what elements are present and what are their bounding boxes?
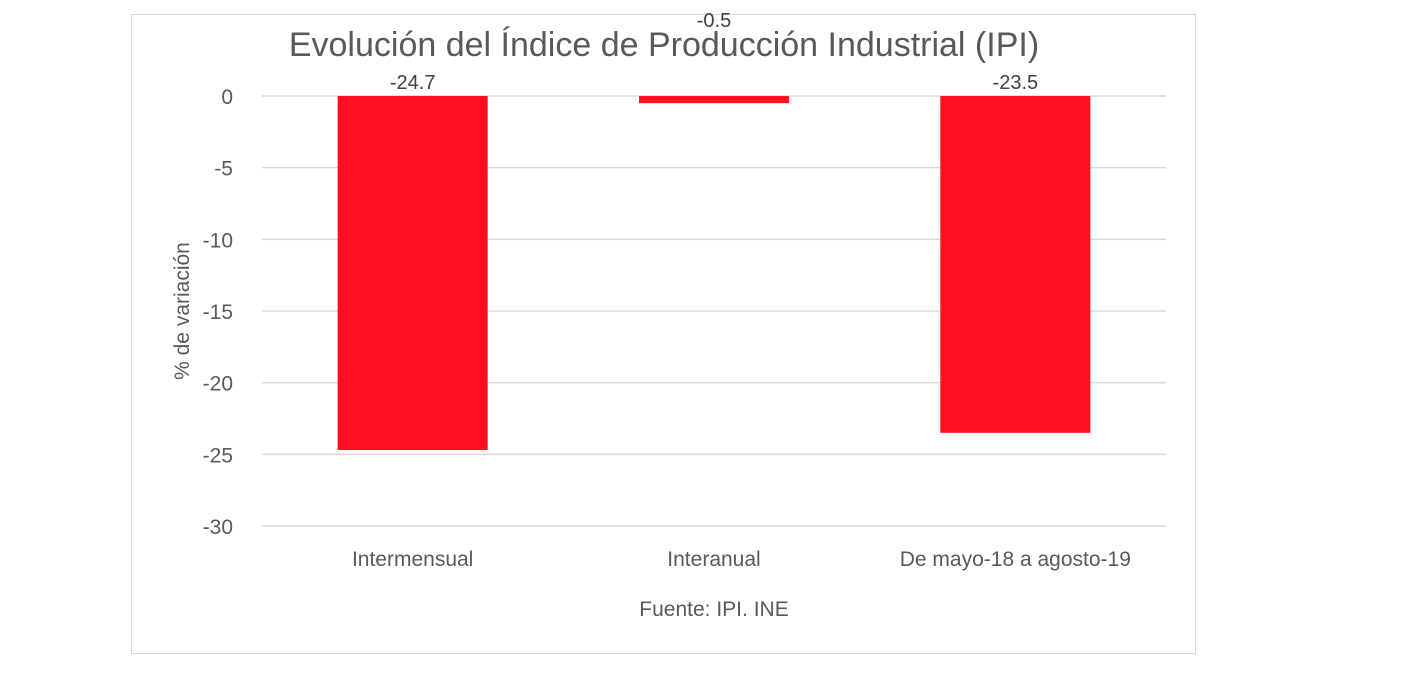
chart-frame [131, 14, 1196, 654]
data-label: -0.5 [697, 10, 731, 32]
category-label: De mayo-18 a agosto-19 [900, 548, 1131, 571]
y-tick-label: -15 [203, 301, 233, 324]
y-tick-label: 0 [221, 86, 233, 109]
bar [940, 96, 1091, 433]
x-axis-title: Fuente: IPI. INE [639, 598, 788, 621]
y-tick-label: -10 [203, 229, 233, 252]
bar [639, 96, 789, 104]
y-tick-label: -5 [214, 158, 233, 181]
bar [337, 96, 488, 451]
data-label: -23.5 [993, 72, 1039, 94]
y-axis-title: % de variación [171, 242, 194, 380]
chart-title: Evolución del Índice de Producción Indus… [289, 26, 1039, 64]
data-label: -24.7 [390, 72, 436, 94]
y-tick-label: -25 [203, 444, 233, 467]
category-label: Interanual [667, 548, 760, 571]
y-tick-label: -20 [203, 373, 233, 396]
y-tick-label: -30 [203, 516, 233, 539]
category-label: Intermensual [352, 548, 473, 571]
